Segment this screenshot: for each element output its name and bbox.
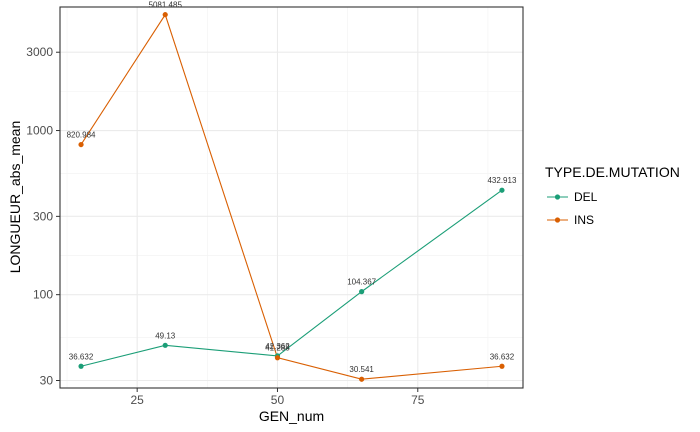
data-label-del: 36.632 bbox=[69, 352, 94, 361]
y-tick-label: 3000 bbox=[26, 45, 53, 59]
data-point-ins bbox=[162, 12, 168, 18]
data-label-del: 42.362 bbox=[265, 342, 290, 351]
legend-key-point-del bbox=[554, 194, 561, 200]
data-label-del: 432.913 bbox=[487, 176, 516, 185]
data-label-del: 49.13 bbox=[155, 331, 176, 340]
legend-title: TYPE.DE.MUTATION bbox=[545, 164, 680, 180]
data-point-ins bbox=[499, 363, 505, 369]
y-tick-label: 1000 bbox=[26, 124, 53, 138]
x-tick-label: 75 bbox=[411, 393, 425, 407]
data-point-ins bbox=[274, 355, 281, 361]
axis-ticks: 25 50 75 30 100 300 1000 3000 bbox=[26, 45, 424, 407]
data-label-ins: 5081.485 bbox=[149, 1, 183, 10]
y-axis-title: LONGUEUR_abs_mean bbox=[7, 121, 23, 274]
data-point-del bbox=[359, 289, 365, 295]
y-tick-label: 30 bbox=[40, 373, 54, 387]
grid-major bbox=[60, 7, 523, 388]
x-axis-title: GEN_num bbox=[259, 408, 324, 424]
data-labels: 36.632 49.13 42.362 104.367 432.913 820.984 50… bbox=[67, 1, 517, 375]
data-point-del bbox=[162, 342, 168, 348]
data-point-ins bbox=[78, 141, 84, 148]
legend-label-del: DEL bbox=[574, 190, 598, 204]
legend-key-point-ins bbox=[554, 217, 561, 223]
data-point-ins bbox=[359, 376, 365, 382]
data-label-ins: 820.984 bbox=[67, 131, 96, 140]
series-line-ins bbox=[80, 13, 503, 380]
data-label-ins: 41.288 bbox=[265, 344, 290, 353]
legend-label-ins: INS bbox=[574, 213, 594, 227]
x-tick-label: 50 bbox=[271, 393, 285, 407]
y-tick-label: 300 bbox=[33, 209, 53, 223]
x-tick-label: 25 bbox=[130, 393, 144, 407]
series-points bbox=[78, 12, 505, 382]
data-point-del bbox=[78, 363, 84, 369]
series-lines bbox=[80, 13, 503, 380]
legend: TYPE.DE.MUTATION DEL INS bbox=[545, 164, 680, 227]
grid-minor bbox=[60, 7, 523, 388]
data-label-ins: 36.632 bbox=[490, 352, 515, 361]
data-label-ins: 30.541 bbox=[349, 365, 374, 374]
data-label-del: 104.367 bbox=[347, 278, 376, 287]
data-point-del bbox=[499, 187, 505, 193]
plot-panel-border bbox=[59, 6, 524, 389]
y-tick-label: 100 bbox=[33, 288, 53, 302]
